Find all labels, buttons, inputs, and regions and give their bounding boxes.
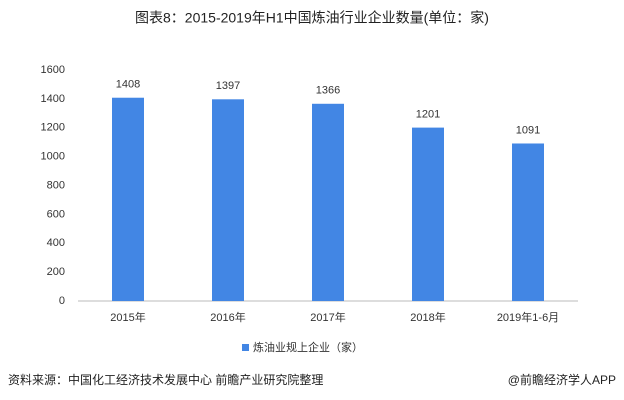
- data-label: 1201: [416, 109, 440, 121]
- data-label: 1397: [216, 80, 240, 92]
- bar: [412, 127, 444, 301]
- y-tick-label: 800: [47, 179, 65, 191]
- legend-label: 炼油业规上企业（家）: [253, 340, 363, 354]
- y-tick-label: 400: [47, 237, 65, 249]
- chart-title: 图表8：2015-2019年H1中国炼油行业企业数量(单位：家): [135, 10, 489, 26]
- x-tick-label: 2017年: [310, 310, 345, 324]
- y-tick-label: 1600: [41, 64, 65, 76]
- credit: @前瞻经济学人APP: [508, 372, 616, 387]
- y-tick-label: 600: [47, 208, 65, 220]
- bar: [112, 97, 144, 301]
- data-label: 1408: [116, 79, 140, 91]
- x-tick-label: 2018年: [410, 310, 445, 324]
- y-tick-label: 1000: [41, 151, 65, 163]
- x-tick-label: 2015年: [110, 310, 145, 324]
- legend-swatch: [242, 344, 249, 351]
- source: 资料来源：中国化工经济技术发展中心 前瞻产业研究院整理: [8, 372, 323, 387]
- data-label: 1366: [316, 85, 340, 97]
- x-tick-label: 2019年1-6月: [497, 310, 559, 324]
- y-tick-label: 1400: [41, 93, 65, 105]
- y-tick-label: 1200: [41, 122, 65, 134]
- bar: [312, 103, 344, 301]
- data-label: 1091: [516, 124, 540, 136]
- bar: [512, 143, 544, 301]
- y-tick-label: 0: [59, 295, 65, 307]
- y-tick-label: 200: [47, 266, 65, 278]
- x-tick-label: 2016年: [210, 310, 245, 324]
- bar: [212, 99, 244, 301]
